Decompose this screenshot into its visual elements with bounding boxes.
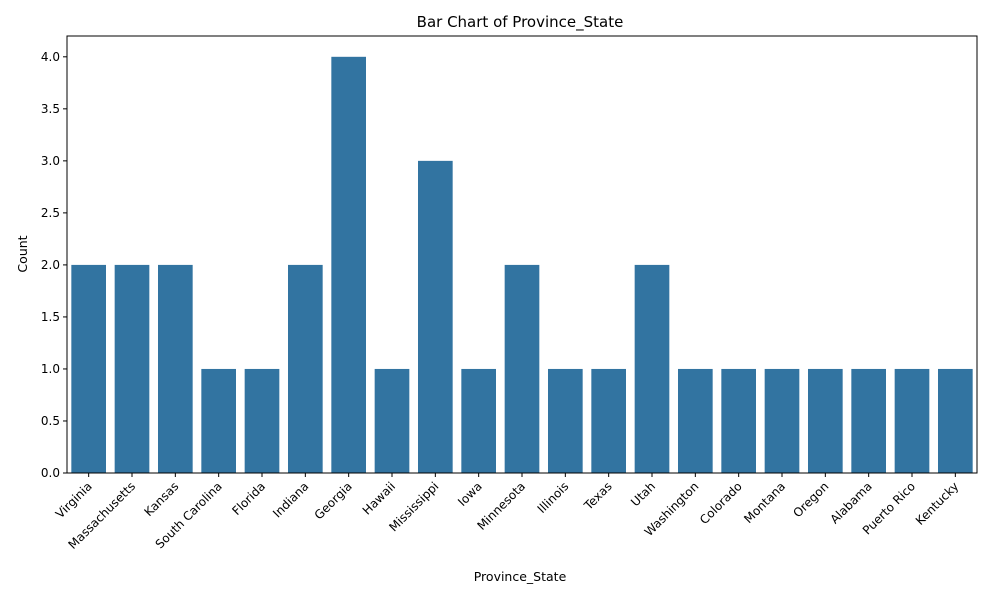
y-tick-label: 0.5 [41,414,60,428]
y-tick-label: 3.5 [41,102,60,116]
x-tick-label: Kentucky [913,479,962,528]
x-tick-label: Florida [229,479,268,518]
bar-florida [244,368,280,473]
bar-alabama [851,368,886,473]
bar-iowa [461,368,496,473]
x-tick-label: Utah [628,479,658,509]
x-tick-label: Virginia [53,479,95,521]
bar-kansas [158,264,193,473]
bar-montana [764,368,800,473]
x-tick-label: Hawaii [360,479,398,517]
bar-washington [678,368,713,473]
y-tick-label: 2.5 [41,206,60,220]
x-tick-label: Kansas [142,479,182,519]
plot-frame [66,35,978,474]
x-axis-label: Province_State [474,569,567,584]
bar-illinois [548,368,583,473]
y-tick-label: 1.5 [41,310,60,324]
bar-hawaii [374,368,410,473]
y-tick-label: 3.0 [41,154,60,168]
y-tick-label: 1.0 [41,362,60,376]
bar-texas [591,368,626,473]
bar-puerto-rico [894,368,930,473]
y-tick-label: 4.0 [41,50,60,64]
bar-colorado [721,368,756,473]
bar-indiana [288,264,323,473]
x-tick-label: Illinois [535,479,572,516]
x-tick-label: Georgia [312,479,355,522]
bar-south-carolina [201,368,236,473]
bar-georgia [331,56,366,474]
bar-virginia [71,264,106,473]
x-tick-label: Texas [581,479,615,513]
x-tick-label: Colorado [697,479,745,527]
bar-kentucky [938,368,973,473]
x-tick-label: Indiana [270,479,311,520]
y-tick-label: 2.0 [41,258,60,272]
bar-oregon [808,368,843,473]
y-axis: 0.0 0.5 1.0 1.5 2.0 2.5 3.0 3.5 4.0 [41,50,67,480]
bar-mississippi [418,160,453,473]
y-axis-label: Count [15,235,30,272]
bars-group [71,56,973,474]
chart-title: Bar Chart of Province_State [417,13,624,32]
bar-utah [634,264,670,473]
bar-massachusetts [114,264,150,473]
x-tick-label: Montana [741,479,788,526]
y-tick-label: 0.0 [41,466,60,480]
x-tick-label: Iowa [455,479,485,509]
bar-minnesota [504,264,540,473]
x-tick-label: Oregon [790,479,831,520]
